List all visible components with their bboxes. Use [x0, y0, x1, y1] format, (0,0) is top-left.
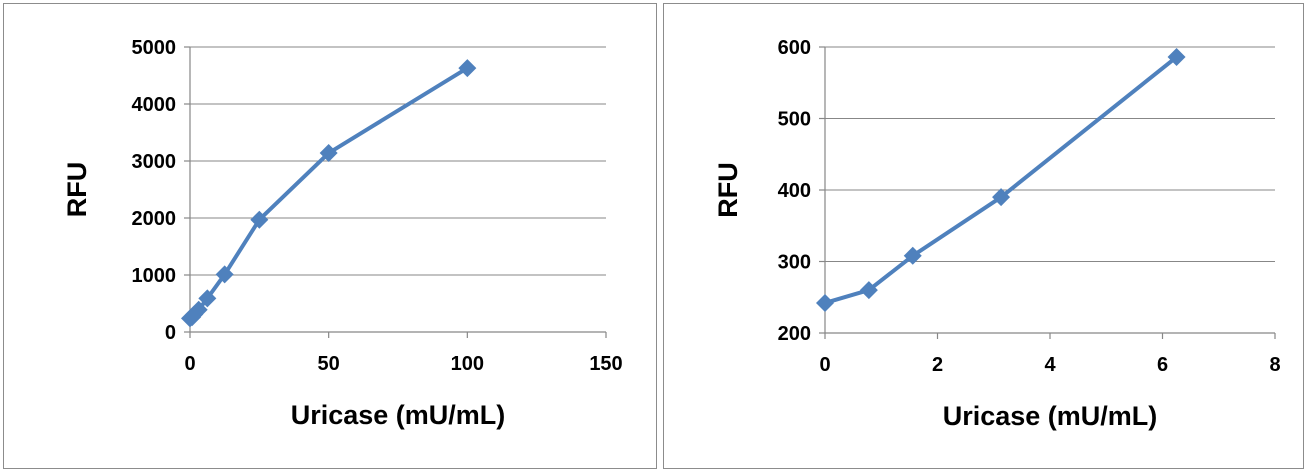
y-tick-label: 2000: [132, 208, 177, 230]
chart-right: 200 300 400 500 600 0 2 4 6 8 Uricase (mU/mL) RFU: [713, 37, 1281, 431]
y-tick-label: 300: [778, 252, 811, 274]
x-tick-label: 4: [1044, 354, 1056, 376]
data-point: [189, 300, 208, 319]
data-point: [319, 144, 338, 163]
y-axis-title: RFU: [713, 162, 743, 218]
x-tick-label: 2: [932, 354, 943, 376]
data-point: [250, 210, 269, 229]
data-point: [903, 246, 922, 265]
data-point: [816, 293, 834, 312]
x-tick-label: 0: [819, 354, 830, 376]
x-tick-label: 100: [451, 353, 484, 375]
chart-panel-left: 0 1000 2000 3000 4000 5000 0 50 100 150 Uricase (m…: [3, 3, 657, 469]
y-tick-label: 5000: [132, 37, 177, 59]
y-tick-label: 0: [165, 322, 176, 344]
chart-panel-right: 200 300 400 500 600 0 2 4 6 8 Uricase (mU/mL) RFU: [663, 3, 1304, 469]
series-line: [188, 66, 470, 321]
data-point: [992, 188, 1011, 207]
chart-left: 0 1000 2000 3000 4000 5000 0 50 100 150 Uricase (m…: [62, 37, 623, 430]
y-tick-label: 400: [778, 180, 811, 202]
data-point: [215, 265, 234, 284]
x-tick-label: 6: [1157, 354, 1168, 376]
y-tick-label: 3000: [132, 151, 177, 173]
x-tick-label: 8: [1269, 354, 1280, 376]
data-point: [198, 289, 217, 308]
x-tick-label: 150: [589, 353, 622, 375]
x-axis-title: Uricase (mU/mL): [291, 400, 506, 430]
y-axis-title: RFU: [62, 162, 92, 218]
data-point: [1167, 48, 1186, 67]
y-tick-label: 4000: [132, 94, 177, 116]
series-line: [823, 55, 1179, 305]
data-point: [859, 281, 878, 300]
x-axis-title: Uricase (mU/mL): [943, 401, 1158, 431]
data-point: [458, 59, 477, 78]
y-tick-label: 200: [778, 323, 811, 345]
y-tick-label: 1000: [132, 265, 177, 287]
x-tick-label: 0: [184, 353, 195, 375]
y-tick-label: 600: [778, 37, 811, 59]
x-tick-label: 50: [318, 353, 340, 375]
y-tick-label: 500: [778, 109, 811, 131]
